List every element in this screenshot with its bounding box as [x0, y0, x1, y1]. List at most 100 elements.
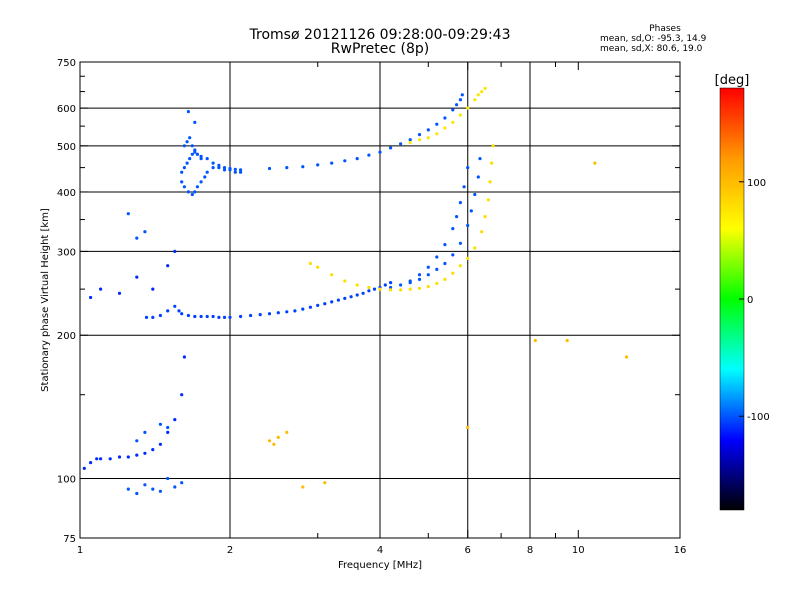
data-point [593, 161, 597, 165]
data-point [173, 418, 177, 422]
data-point [217, 166, 221, 170]
data-point [451, 271, 455, 275]
data-point [180, 312, 184, 316]
data-point [185, 161, 189, 165]
data-point [188, 136, 192, 140]
data-point [190, 192, 194, 197]
data-point [285, 310, 289, 314]
data-point [451, 227, 455, 231]
data-point [228, 315, 232, 319]
data-point [301, 307, 305, 311]
data-point [222, 166, 227, 170]
data-point [193, 150, 197, 154]
data-point [166, 430, 170, 434]
data-point [426, 136, 430, 140]
data-point [186, 110, 190, 114]
data-point [473, 98, 477, 102]
data-point [473, 192, 477, 197]
data-point [408, 138, 412, 142]
y-tick-label: 200 [57, 331, 76, 342]
colorbar-tick-label: 0 [747, 295, 753, 306]
chart-subtitle: RwPretec (8p) [330, 41, 430, 57]
data-point [480, 90, 484, 94]
data-point [117, 291, 122, 295]
data-point [301, 165, 305, 169]
data-point [205, 314, 209, 319]
data-point [308, 305, 312, 309]
data-point [466, 223, 470, 228]
data-point [144, 315, 149, 319]
y-tick-label: 600 [57, 104, 76, 115]
data-point [99, 287, 103, 291]
data-point [469, 209, 473, 213]
data-point [458, 201, 462, 205]
data-point [399, 288, 403, 292]
data-point [443, 243, 447, 247]
y-axis-label: Stationary phase Virtual Height [km] [40, 208, 51, 392]
data-point [199, 157, 203, 161]
colorbar-tick-label: 100 [747, 178, 766, 189]
data-point [173, 304, 177, 308]
data-point [135, 491, 139, 496]
data-point [135, 275, 139, 279]
data-point [158, 489, 162, 493]
data-point [217, 163, 221, 167]
colorbar-label: [deg] [715, 73, 750, 88]
data-point [166, 476, 170, 481]
data-point [466, 425, 470, 430]
data-point [195, 152, 199, 156]
data-point [389, 281, 393, 285]
data-point [361, 291, 365, 295]
data-point [426, 265, 430, 269]
data-point [316, 163, 320, 167]
data-point [483, 86, 487, 90]
data-point [135, 439, 139, 443]
phase-stats-box: Phases mean, sd,O: -95.3, 14.9 mean, sd,… [600, 24, 710, 54]
data-point [455, 103, 459, 107]
y-tick-label: 75 [63, 534, 76, 545]
data-point [182, 185, 186, 189]
data-point [330, 273, 334, 277]
data-point [458, 98, 462, 102]
data-point [330, 161, 334, 165]
data-point [336, 298, 340, 302]
data-point [323, 481, 327, 485]
data-point [293, 309, 297, 313]
data-point [408, 279, 412, 283]
data-point [480, 230, 484, 234]
data-point [267, 166, 272, 171]
data-point [239, 170, 243, 174]
data-point [89, 295, 93, 300]
data-point [188, 157, 192, 161]
data-point [417, 133, 422, 137]
data-point [222, 168, 227, 172]
data-point [343, 159, 347, 163]
data-point [126, 455, 130, 459]
data-point [193, 190, 197, 194]
data-point [330, 300, 334, 304]
data-point [462, 185, 466, 189]
data-point [389, 146, 393, 150]
data-point [99, 457, 103, 461]
phase-stats-o: mean, sd,O: -95.3, 14.9 [600, 34, 707, 44]
data-point [372, 287, 377, 291]
data-point [205, 157, 209, 161]
x-tick-label: 6 [465, 545, 471, 556]
data-point [490, 161, 494, 165]
x-tick-label: 16 [674, 545, 687, 556]
data-point [276, 311, 280, 315]
data-point [285, 430, 289, 434]
y-tick-label: 750 [57, 58, 76, 69]
phase-stats-heading: Phases [649, 24, 681, 34]
data-point [135, 236, 139, 240]
data-point [443, 126, 447, 130]
data-point [173, 249, 177, 253]
data-point [455, 215, 459, 219]
x-tick-label: 10 [572, 545, 585, 556]
data-point [158, 313, 162, 318]
data-point [151, 315, 155, 319]
data-point [488, 180, 492, 184]
data-point [82, 466, 86, 470]
data-point [186, 190, 190, 194]
data-point [108, 457, 112, 461]
